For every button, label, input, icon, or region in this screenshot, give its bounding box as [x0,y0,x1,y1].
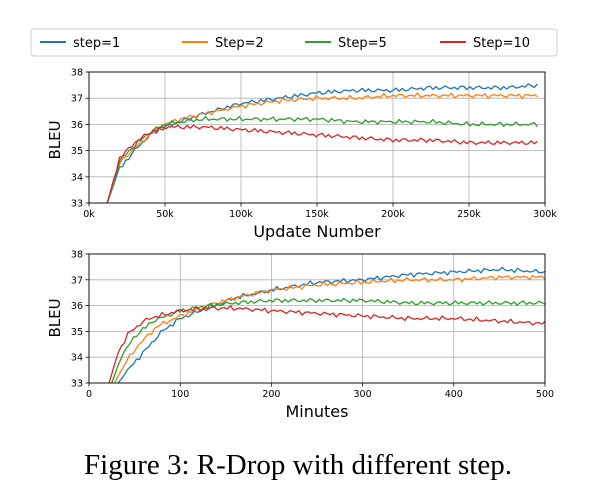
chart-bottom-xlabel: Minutes [286,402,349,421]
chart1-series-4 [108,305,546,384]
legend-label-4: Step=10 [473,36,530,51]
chart-update-number: 0k 50k 100k 150k 200k 250k 300k 33 34 35 36 37 38 [71,68,557,221]
chart1-xtick-label-5: 500 [536,389,554,400]
chart1-ytick-label-3: 36 [71,301,83,312]
chart0-series-1 [106,83,538,204]
chart1-xtick-label-4: 400 [445,389,463,400]
chart1-xtick-label-0: 0 [86,389,92,400]
chart0-ytick-label-2: 35 [71,146,83,157]
chart0-series-2 [106,92,538,204]
chart1-frame [88,253,546,384]
chart0-xtick-label-4: 200k [381,209,405,220]
chart1-ytick-label-5: 38 [71,250,83,261]
chart-top-ylabel: BLEU [46,120,64,159]
legend-frame [30,28,558,57]
chart1-ytick-label-0: 33 [71,379,83,390]
legend-label-3: Step=5 [338,36,387,51]
chart0-ytick-label-1: 34 [71,172,83,183]
legend-label-1: step=1 [73,36,120,51]
chart0-xtick-label-5: 250k [457,209,481,220]
chart0-series-3 [106,115,538,204]
chart0-ytick-label-3: 36 [71,120,83,131]
chart1-series-2 [113,274,546,384]
chart1-xtick-label-3: 300 [354,389,372,400]
figure-caption: Figure 3: R-Drop with different step. [84,449,512,481]
chart0-xtick-label-3: 150k [305,209,329,220]
legend-label-2: Step=2 [215,36,264,51]
chart0-ytick-label-4: 37 [71,94,83,105]
chart-minutes: 0 100 200 300 400 500 33 34 35 36 37 38 [71,250,554,401]
chart0-xtick-label-2: 100k [229,209,253,220]
chart1-ytick-label-4: 37 [71,275,83,286]
chart1-series-1 [117,266,546,384]
chart1-ytick-label-1: 34 [71,353,83,364]
chart-bottom-ylabel: BLEU [46,298,64,337]
chart0-ytick-label-5: 38 [71,68,83,79]
chart0-xtick-label-1: 50k [156,209,174,220]
chart1-xtick-label-1: 100 [171,389,189,400]
chart1-xtick-label-2: 200 [262,389,280,400]
chart-top-xlabel: Update Number [253,222,381,241]
chart1-ytick-label-2: 35 [71,327,83,338]
chart0-xtick-label-0: 0k [83,209,95,220]
chart0-xtick-label-6: 300k [533,209,557,220]
legend: step=1 Step=2 Step=5 Step=10 [30,28,558,57]
chart1-series-3 [111,297,546,384]
chart0-series-4 [106,124,538,204]
chart0-ytick-label-0: 33 [71,199,83,210]
